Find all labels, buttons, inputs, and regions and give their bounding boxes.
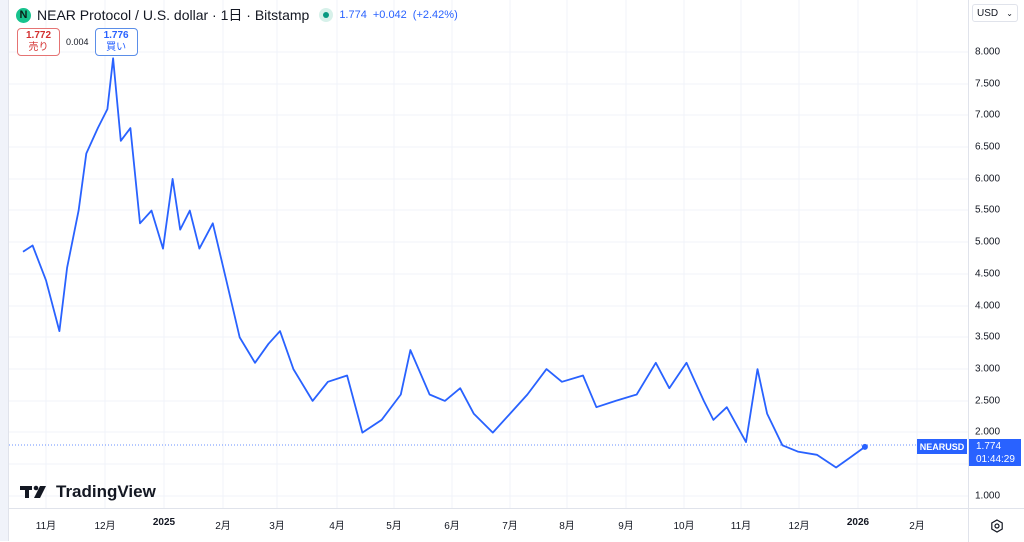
currency-selector[interactable]: USD ⌄ (972, 4, 1018, 22)
time-axis-label: 12月 (788, 521, 810, 532)
price-axis-label: 8.000 (975, 46, 1001, 58)
last-price: 1.774 (339, 9, 367, 21)
time-axis-label: 11月 (35, 521, 57, 532)
price-axis-label: 7.500 (975, 78, 1001, 90)
time-axis-label: 9月 (618, 521, 634, 532)
chart-header: N NEAR Protocol / U.S. dollar · 1日 · Bit… (16, 5, 458, 25)
price-axis[interactable] (968, 0, 1024, 508)
price-axis-label: 6.000 (975, 173, 1001, 185)
sell-price: 1.772 (26, 30, 52, 41)
price-axis-label: 4.000 (975, 300, 1001, 312)
time-axis-label: 2025 (152, 517, 176, 528)
chart-plot-area[interactable] (9, 0, 968, 508)
time-axis-label: 2月 (909, 521, 925, 532)
buy-price: 1.776 (103, 30, 129, 41)
market-status-icon (319, 8, 334, 22)
price-axis-label: 4.500 (975, 268, 1001, 280)
time-axis-label: 10月 (673, 521, 695, 532)
spread-value: 0.004 (66, 37, 89, 47)
chevron-down-icon: ⌄ (1006, 8, 1013, 18)
time-axis-label: 2月 (215, 521, 231, 532)
time-axis-label: 11月 (730, 521, 752, 532)
near-logo-icon: N (16, 7, 31, 23)
symbol-title[interactable]: NEAR Protocol / U.S. dollar · 1日 · Bitst… (37, 7, 310, 23)
time-axis-label: 5月 (386, 521, 402, 532)
chart-settings-button[interactable] (968, 508, 1024, 542)
time-axis-label: 3月 (269, 521, 285, 532)
price-axis-label: 1.000 (975, 490, 1001, 502)
time-axis-label: 7月 (502, 521, 518, 532)
currency-value: USD (977, 7, 999, 19)
tradingview-logo[interactable]: TradingView (20, 482, 156, 502)
time-axis-label: 8月 (559, 521, 575, 532)
price-axis-label: 7.000 (975, 109, 1001, 121)
price-axis-label: 6.500 (975, 141, 1001, 153)
price-axis-label: 2.500 (975, 395, 1001, 407)
price-line-chart (9, 0, 968, 508)
bid-ask-panel: 1.772 売り 0.004 1.776 買い (17, 28, 138, 56)
buy-label: 買い (106, 42, 127, 53)
buy-button[interactable]: 1.776 買い (94, 28, 138, 56)
settings-hexagon-icon (991, 518, 1003, 533)
price-axis-label: 3.000 (975, 363, 1001, 375)
sell-button[interactable]: 1.772 売り (17, 28, 61, 56)
sell-label: 売り (28, 42, 49, 53)
price-axis-label: 5.500 (975, 204, 1001, 216)
price-axis-label: 2.000 (975, 426, 1001, 438)
time-axis-label: 2026 (846, 517, 870, 528)
bar-countdown: 01:44:29 (976, 454, 1015, 465)
symbol-price-tag: NEARUSD (917, 439, 967, 454)
last-price-tag-value: 1.774 (976, 441, 1002, 452)
tradingview-wordmark: TradingView (56, 482, 156, 501)
time-axis-label: 12月 (94, 521, 116, 532)
price-axis-label: 3.500 (975, 331, 1001, 343)
left-toolbar-edge (0, 0, 9, 541)
time-axis[interactable] (9, 508, 968, 542)
price-change: +0.042 (372, 9, 407, 21)
time-axis-label: 6月 (444, 521, 460, 532)
last-price-tag: 1.774 01:44:29 (969, 439, 1021, 466)
price-axis-label: 5.000 (975, 236, 1001, 248)
price-change-pct: (+2.42%) (412, 9, 458, 21)
time-axis-label: 4月 (329, 521, 345, 532)
tradingview-logo-icon (20, 485, 46, 498)
